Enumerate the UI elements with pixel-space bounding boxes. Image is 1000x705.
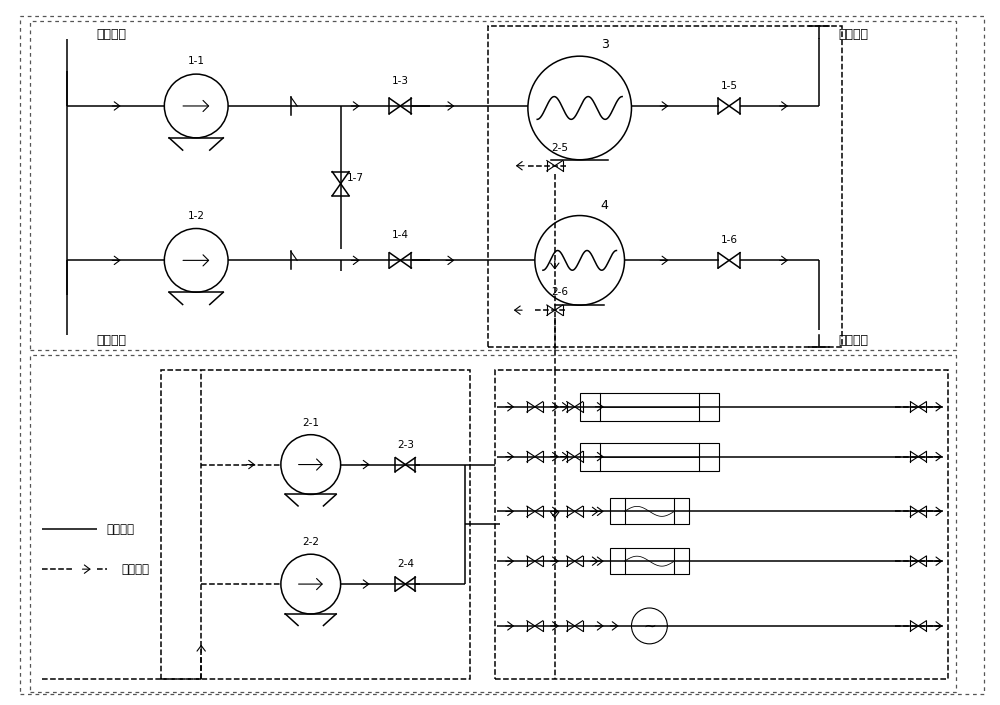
Bar [580,393,719,421]
Text: 海水入口: 海水入口 [97,27,127,41]
Text: 2-4: 2-4 [397,559,414,569]
Bar [161,370,470,679]
Bar [30,355,956,692]
Text: 2-6: 2-6 [551,287,568,298]
Text: 1-6: 1-6 [721,235,738,245]
Text: 1-3: 1-3 [392,76,409,86]
Text: 2-2: 2-2 [302,537,319,547]
Text: 4: 4 [601,199,609,212]
Text: 海水出口: 海水出口 [839,27,869,41]
Text: 海水出口: 海水出口 [839,333,869,347]
Bar [610,498,689,525]
Text: 2-5: 2-5 [551,143,568,153]
Text: ~: ~ [643,618,656,633]
Text: 1-2: 1-2 [188,211,205,221]
Text: 3: 3 [601,38,609,51]
Bar [610,548,689,574]
Text: 海水管路: 海水管路 [107,523,135,536]
Text: 1-4: 1-4 [392,231,409,240]
Bar [580,443,719,470]
Bar [495,370,948,679]
Text: 1-1: 1-1 [188,56,205,66]
Text: 淡水管路: 淡水管路 [121,563,149,576]
Text: 海水入口: 海水入口 [97,333,127,347]
Text: 2-3: 2-3 [397,440,414,450]
Text: 1-5: 1-5 [721,81,738,91]
Text: 2-1: 2-1 [302,418,319,428]
Bar [488,26,842,347]
Text: 1-7: 1-7 [347,173,364,183]
Bar [30,21,956,350]
